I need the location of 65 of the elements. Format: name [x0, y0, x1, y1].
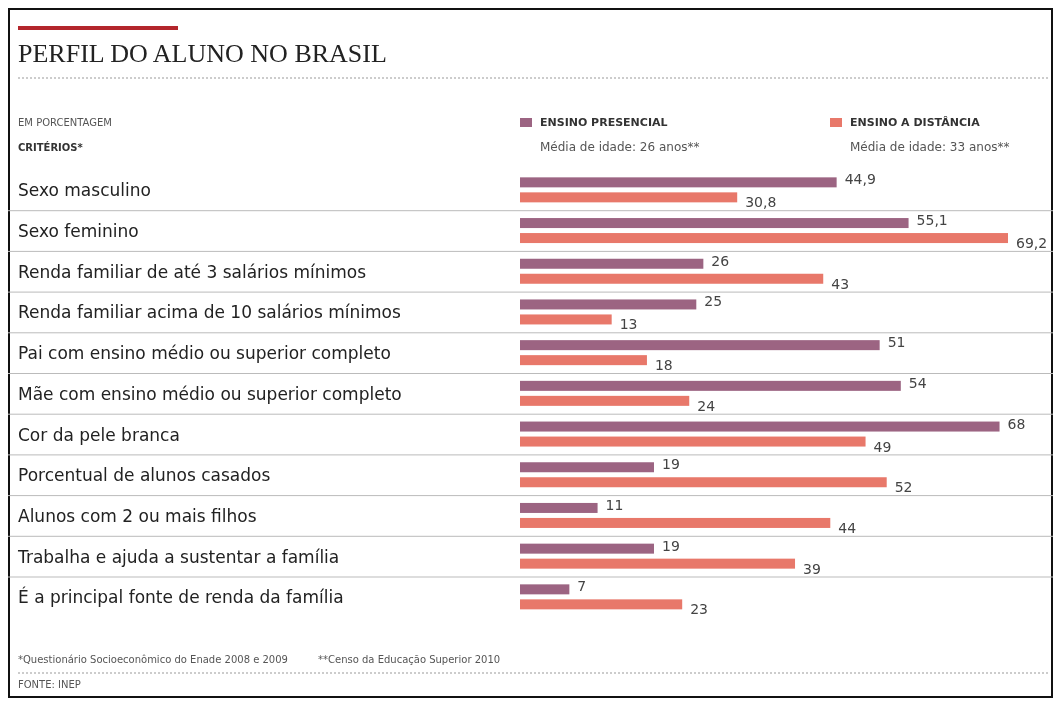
data-label: 51: [887, 334, 906, 351]
y-tick-label: É a principal fonte de renda da família: [18, 586, 344, 608]
bar: [520, 258, 704, 269]
bar: [520, 340, 880, 351]
text: EM PORCENTAGEM: [18, 117, 112, 128]
data-label: 7: [577, 578, 587, 595]
y-tick-label: Sexo feminino: [18, 221, 139, 242]
legend-label: ENSINO PRESENCIAL: [540, 116, 668, 129]
text: *Questionário Socioeconômico do Enade 2008 e 2009: [18, 654, 288, 665]
bar: [520, 273, 824, 284]
bar: [520, 218, 909, 229]
data-label: 39: [803, 560, 821, 577]
y-tick-label: Pai com ensino médio ou superior completo: [18, 343, 391, 364]
source-note: FONTE: INEP: [18, 679, 81, 690]
y-tick-label: Sexo masculino: [18, 180, 151, 201]
data-label: 54: [908, 374, 927, 391]
y-tick-label: Alunos com 2 ou mais filhos: [18, 505, 257, 526]
data-label: 19: [661, 537, 680, 554]
data-label: 55,1: [916, 212, 948, 229]
bar: [520, 421, 1000, 432]
text: Média de idade: 33 anos**: [850, 140, 1010, 154]
bar: [520, 462, 654, 473]
data-label: 24: [697, 397, 716, 414]
text: **Censo da Educação Superior 2010: [318, 654, 501, 665]
legend-label: ENSINO A DISTÂNCIA: [850, 116, 981, 129]
bar: [520, 177, 837, 188]
data-label: 26: [711, 252, 730, 269]
bar: [520, 436, 866, 447]
y-tick-label: Trabalha e ajuda a sustentar a família: [17, 546, 340, 567]
data-label: 11: [605, 496, 624, 513]
y-tick-label: Cor da pele branca: [18, 424, 180, 445]
bar: [520, 502, 598, 513]
y-tick-label: Renda familiar acima de 10 salários mínimos: [18, 302, 401, 323]
data-label: 52: [894, 479, 913, 496]
data-label: 68: [1007, 415, 1026, 432]
bar: [520, 558, 796, 569]
data-label: 49: [873, 438, 892, 455]
y-tick-label: Renda familiar de até 3 salários mínimos: [18, 261, 367, 282]
data-label: 13: [619, 316, 638, 333]
data-label: 19: [661, 456, 680, 473]
data-label: 18: [654, 357, 673, 374]
data-label: 23: [690, 601, 709, 618]
bar: [520, 395, 690, 406]
data-label: 30,8: [745, 194, 777, 211]
bar: [520, 314, 612, 325]
bar: [520, 543, 654, 554]
data-label: 25: [704, 293, 723, 310]
y-tick-label: Mãe com ensino médio ou superior completo: [18, 383, 402, 404]
data-label: 44: [838, 519, 857, 536]
y-axis-title: CRITÉRIOS*: [18, 141, 84, 153]
bar: [520, 517, 831, 528]
data-label: 43: [831, 275, 850, 292]
bar: [520, 584, 570, 595]
bar: [520, 233, 1008, 244]
bar: [520, 380, 901, 391]
data-label: 44,9: [844, 171, 876, 188]
bar: [520, 299, 697, 310]
bar: [520, 355, 647, 366]
bar: [520, 192, 738, 203]
y-tick-label: Porcentual de alunos casados: [18, 465, 271, 486]
text: Média de idade: 26 anos**: [540, 140, 700, 154]
data-label: 69,2: [1016, 235, 1048, 252]
bar: [520, 477, 887, 488]
text: PERFIL DO ALUNO NO BRASIL: [18, 39, 387, 68]
bar: [520, 599, 683, 610]
